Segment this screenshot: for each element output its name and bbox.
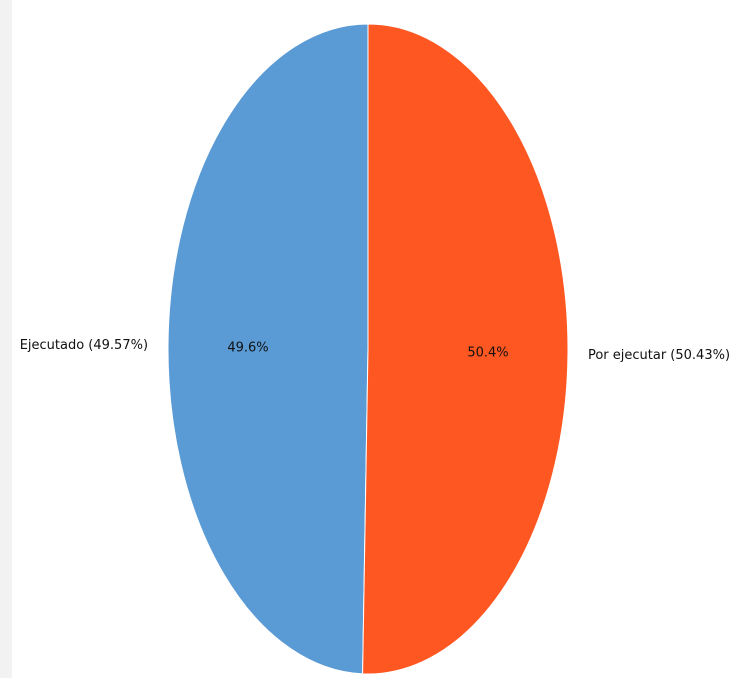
pie-slice-1 — [362, 23, 569, 675]
pie-labels: 49.6% Ejecutado (49.57%) 50.4% Por ejecutar… — [20, 338, 730, 363]
slice-percent-label-0: 49.6% — [227, 340, 268, 355]
pie-slice-0 — [167, 23, 369, 675]
pie-slices — [167, 23, 569, 675]
slice-percent-label-1: 50.4% — [467, 346, 508, 361]
left-border-strip — [0, 0, 12, 678]
slice-category-label-1: Por ejecutar (50.43%) — [588, 348, 730, 363]
slice-category-label-0: Ejecutado (49.57%) — [20, 338, 148, 353]
